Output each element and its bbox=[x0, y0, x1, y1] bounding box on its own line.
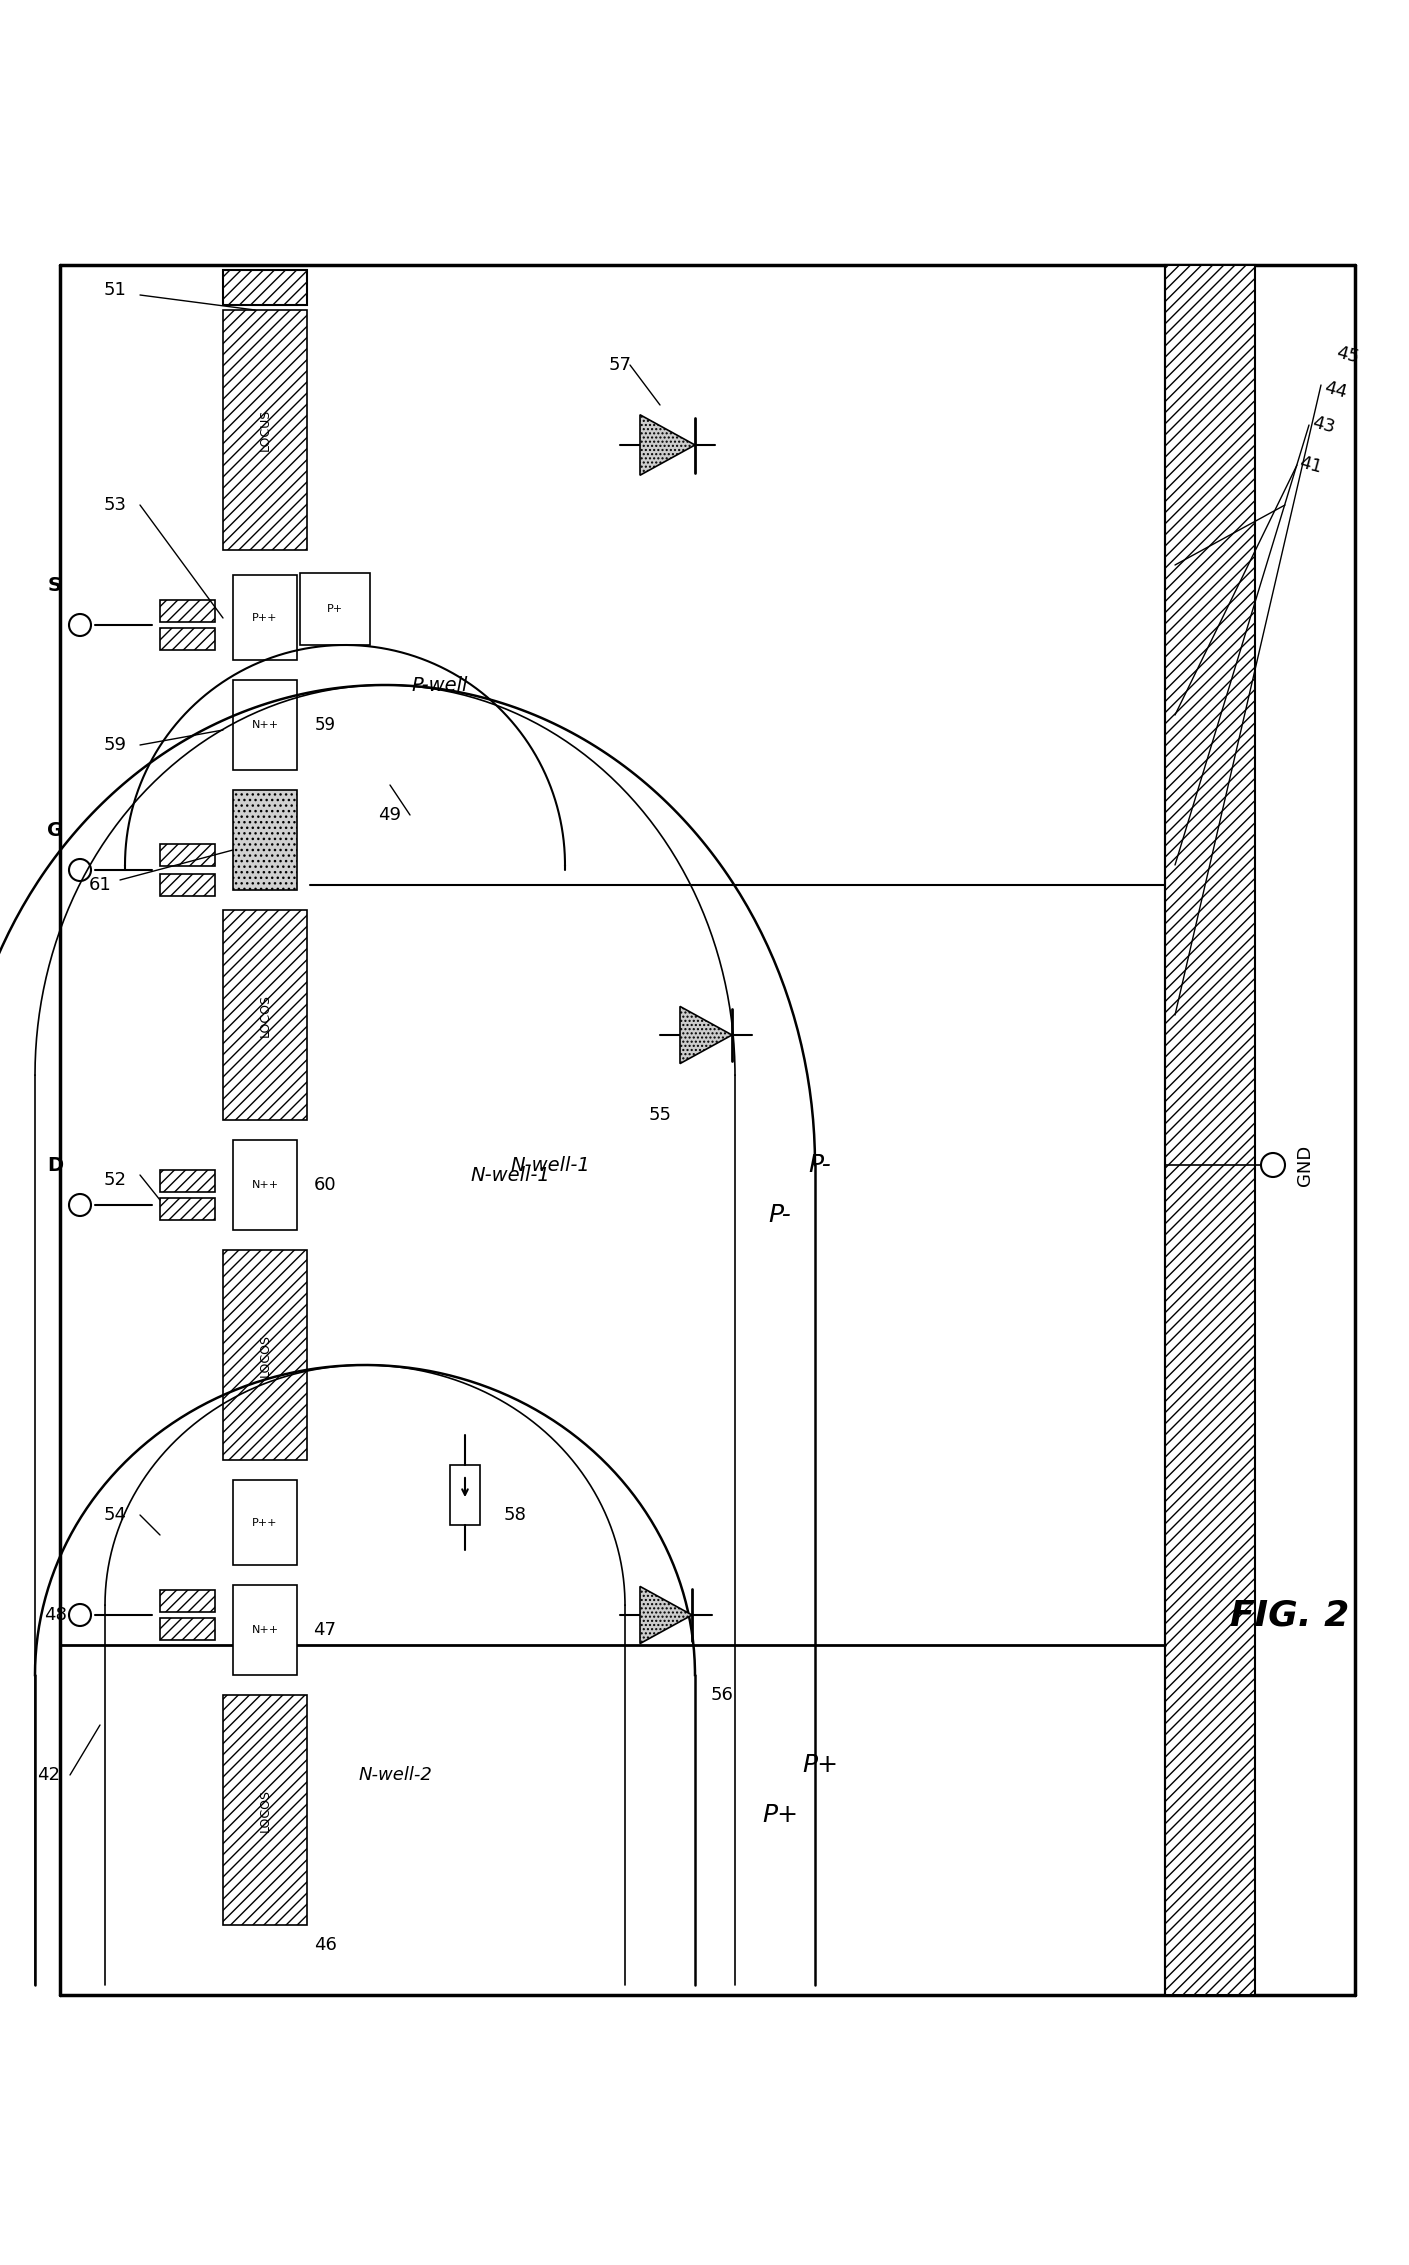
Text: N-well-2: N-well-2 bbox=[358, 1767, 433, 1785]
Text: 43: 43 bbox=[1309, 412, 1337, 437]
Text: 46: 46 bbox=[314, 1937, 337, 1955]
Text: 54: 54 bbox=[103, 1506, 127, 1524]
Text: 52: 52 bbox=[103, 1171, 127, 1189]
Text: S: S bbox=[48, 575, 62, 593]
Bar bbox=[232, 790, 297, 890]
Bar bbox=[161, 845, 216, 865]
Text: 59: 59 bbox=[103, 736, 127, 754]
Bar bbox=[232, 680, 297, 770]
Polygon shape bbox=[681, 1006, 733, 1065]
Text: 59: 59 bbox=[314, 716, 335, 734]
Text: 47: 47 bbox=[313, 1622, 337, 1640]
Text: N++: N++ bbox=[251, 720, 279, 729]
Bar bbox=[232, 1479, 297, 1565]
Bar bbox=[161, 874, 216, 897]
Bar bbox=[161, 600, 216, 623]
Text: P-: P- bbox=[809, 1153, 831, 1178]
Text: N++: N++ bbox=[251, 1180, 279, 1189]
Bar bbox=[161, 1171, 216, 1191]
Bar bbox=[223, 310, 307, 550]
Text: 48: 48 bbox=[44, 1606, 66, 1624]
Text: 51: 51 bbox=[104, 281, 127, 299]
Polygon shape bbox=[640, 1586, 692, 1644]
Bar bbox=[161, 1590, 216, 1613]
Bar bbox=[223, 1694, 307, 1925]
Text: P-well: P-well bbox=[411, 675, 468, 695]
Text: P++: P++ bbox=[252, 1518, 278, 1527]
Text: P+: P+ bbox=[327, 605, 342, 614]
Text: LOCOS: LOCOS bbox=[258, 1334, 272, 1377]
Text: 45: 45 bbox=[1333, 344, 1361, 367]
Text: LOCUS: LOCUS bbox=[258, 410, 272, 451]
Text: G: G bbox=[46, 820, 63, 840]
Bar bbox=[161, 1617, 216, 1640]
Text: FIG. 2: FIG. 2 bbox=[1230, 1599, 1350, 1633]
Polygon shape bbox=[640, 414, 695, 476]
Text: N-well-1: N-well-1 bbox=[471, 1166, 550, 1185]
Bar bbox=[223, 911, 307, 1119]
Text: P+: P+ bbox=[802, 1753, 838, 1778]
Bar bbox=[449, 1465, 480, 1524]
Bar bbox=[161, 627, 216, 650]
Bar bbox=[223, 270, 307, 306]
Text: D: D bbox=[46, 1155, 63, 1176]
Text: P+: P+ bbox=[762, 1803, 797, 1828]
Text: 42: 42 bbox=[38, 1767, 61, 1785]
Text: 56: 56 bbox=[710, 1685, 734, 1703]
Text: N++: N++ bbox=[251, 1624, 279, 1635]
Text: P-: P- bbox=[769, 1203, 792, 1228]
Text: 41: 41 bbox=[1296, 453, 1323, 476]
Bar bbox=[1165, 265, 1255, 1995]
Bar bbox=[300, 573, 371, 646]
Text: 57: 57 bbox=[609, 356, 631, 374]
Text: 53: 53 bbox=[103, 496, 127, 514]
Bar bbox=[223, 1250, 307, 1461]
Text: N-well-1: N-well-1 bbox=[510, 1155, 590, 1176]
Text: GND: GND bbox=[1296, 1144, 1315, 1185]
Text: 61: 61 bbox=[89, 877, 111, 895]
Text: 60: 60 bbox=[314, 1176, 337, 1194]
Text: 55: 55 bbox=[648, 1105, 672, 1123]
Bar bbox=[232, 1139, 297, 1230]
Text: 44: 44 bbox=[1322, 378, 1348, 401]
Text: 49: 49 bbox=[379, 806, 402, 824]
Bar bbox=[232, 1586, 297, 1676]
Text: LOCOS: LOCOS bbox=[258, 1789, 272, 1832]
Text: 58: 58 bbox=[503, 1506, 527, 1524]
Bar bbox=[232, 575, 297, 659]
Bar bbox=[161, 1198, 216, 1221]
Text: LOCOS: LOCOS bbox=[258, 994, 272, 1037]
Text: P++: P++ bbox=[252, 612, 278, 623]
